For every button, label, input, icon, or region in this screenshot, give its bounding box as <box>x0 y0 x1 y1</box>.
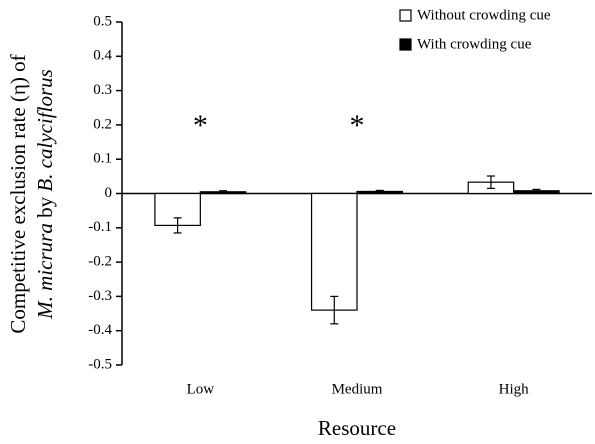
significance-mark: * <box>193 109 208 142</box>
y-axis-label: Competitive exclusion rate (η) of <box>6 54 30 333</box>
legend-label: Without crowding cue <box>417 7 551 23</box>
x-tick-label: Medium <box>332 381 383 397</box>
y-tick-label: -0.5 <box>88 356 112 372</box>
x-tick-label: Low <box>187 381 215 397</box>
y-tick-label: 0.4 <box>93 48 112 64</box>
y-tick-label: 0.1 <box>93 151 112 167</box>
error-bar <box>532 188 541 193</box>
error-bar <box>330 295 339 325</box>
y-tick-label: -0.2 <box>88 254 112 270</box>
legend-label: With crowding cue <box>417 36 532 52</box>
error-bar <box>486 175 495 189</box>
y-tick-label: 0.3 <box>93 82 112 98</box>
y-axis-label-part: by <box>33 192 57 224</box>
error-bar <box>173 217 182 234</box>
y-tick-label: -0.3 <box>88 288 112 304</box>
y-axis-label-part: M. micrura <box>33 223 57 320</box>
error-bar <box>219 190 228 194</box>
legend-swatch <box>399 9 412 22</box>
error-bar <box>375 189 384 194</box>
legend-swatch <box>399 38 412 51</box>
y-tick-label: 0 <box>105 185 113 201</box>
x-axis-label: Resource <box>318 416 396 440</box>
y-tick-label: 0.5 <box>93 13 112 29</box>
y-tick-label: -0.4 <box>88 322 112 338</box>
y-tick-label: 0.2 <box>93 116 112 132</box>
bar <box>310 192 358 311</box>
y-axis-label-part: B. calyciflorus <box>33 69 57 191</box>
y-tick-label: -0.1 <box>88 219 112 235</box>
y-axis-label: M. micrura by B. calyciflorus <box>33 69 57 320</box>
significance-mark: * <box>350 109 365 142</box>
y-axis-label-part: Competitive exclusion rate (η) of <box>6 54 30 333</box>
x-tick-label: High <box>499 381 530 397</box>
